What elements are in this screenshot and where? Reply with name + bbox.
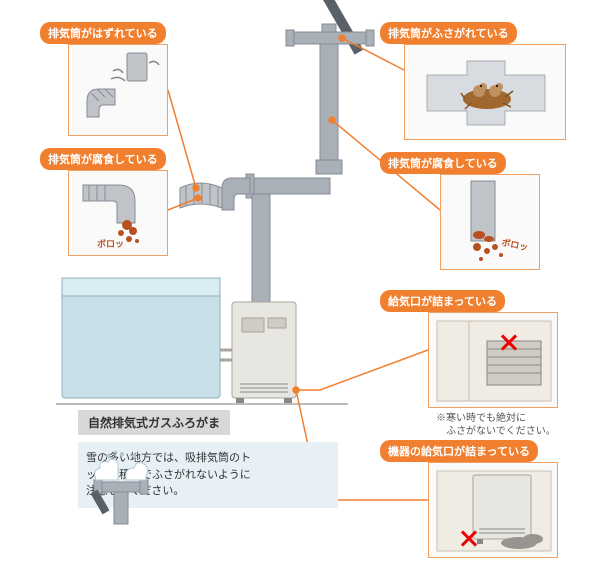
detail-blocked — [404, 44, 566, 140]
red-x-icon — [459, 527, 479, 547]
detail-intake-blocked — [428, 312, 558, 408]
detail-corroded1: ボロッ — [68, 170, 168, 256]
detail-device-intake-blocked — [428, 462, 558, 558]
label-corroded2: 排気筒が腐食している — [380, 152, 506, 174]
detail-disconnected — [68, 44, 168, 136]
red-x-icon — [499, 331, 519, 351]
detail-corroded2: ボロッ — [440, 174, 540, 270]
boiler-icon — [232, 302, 296, 404]
label-device-intake-blocked: 機器の給気口が詰まっている — [380, 440, 538, 462]
rust-sound-icon: ボロッ — [97, 238, 124, 249]
flex-duct-icon — [180, 183, 222, 208]
appliance-type-label: 自然排気式ガスふろがま — [78, 410, 230, 435]
bathtub-icon — [62, 278, 220, 398]
fine-print-text: ※寒い時でも絶対に ふさがないでください。 — [436, 412, 556, 438]
label-blocked: 排気筒がふさがれている — [380, 22, 517, 44]
exhaust-pipe — [180, 24, 374, 304]
rust-sound-icon: ボロッ — [501, 236, 530, 252]
connector-pipes — [220, 350, 232, 360]
label-corroded1: 排気筒が腐食している — [40, 148, 166, 170]
label-intake-blocked: 給気口が詰まっている — [380, 290, 505, 312]
snow-warning-box: 雪の多い地方では、吸排気筒のトップが積雪でふさがれないように注意してください。 — [78, 442, 338, 508]
snow-chimney-icon — [86, 450, 156, 526]
label-disconnected: 排気筒がはずれている — [40, 22, 166, 44]
